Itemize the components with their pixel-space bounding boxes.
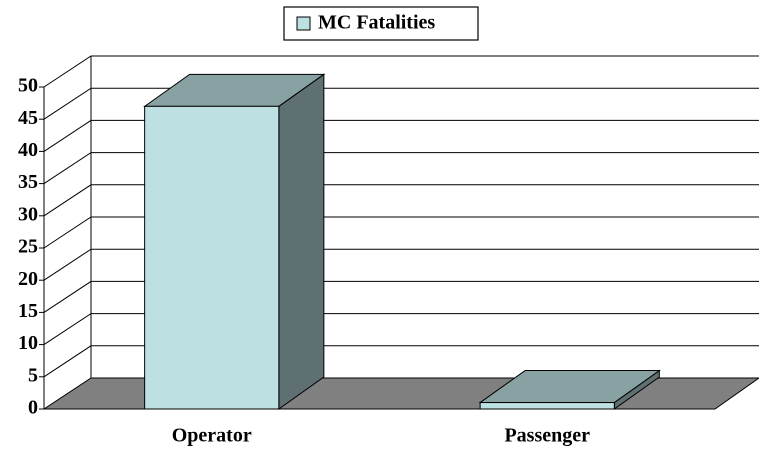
grid-line (43, 248, 759, 281)
legend: MC Fatalities (283, 6, 479, 41)
y-tick-label: 0 (28, 397, 38, 419)
y-tick-label: 20 (18, 268, 38, 290)
y-tick-label: 30 (18, 203, 38, 225)
legend-swatch (296, 16, 311, 31)
bar (143, 73, 326, 410)
bar-front (479, 402, 615, 410)
x-tick-label: Passenger (504, 425, 590, 447)
grid-line (43, 184, 759, 217)
y-tick-label: 25 (18, 236, 38, 258)
grid-line (43, 345, 759, 378)
grid-line (43, 87, 759, 120)
grid-line (43, 119, 759, 152)
x-tick-label: Operator (172, 425, 252, 447)
legend-label: MC Fatalities (318, 12, 435, 34)
legend-box (283, 6, 479, 41)
y-tick-label: 35 (18, 171, 38, 193)
grid-line (43, 55, 759, 88)
bar (478, 369, 661, 410)
grid-line (43, 216, 759, 249)
y-tick-label: 50 (18, 75, 38, 97)
y-tick-label: 45 (18, 107, 38, 129)
y-tick-label: 10 (18, 332, 38, 354)
y-tick-label: 40 (18, 139, 38, 161)
bar-side (278, 73, 325, 410)
bar-front (144, 105, 280, 410)
grid-line (43, 280, 759, 313)
grid-line (43, 152, 759, 185)
grid-line (43, 313, 759, 346)
y-tick-label: 5 (28, 364, 38, 386)
y-tick-label: 15 (18, 300, 38, 322)
